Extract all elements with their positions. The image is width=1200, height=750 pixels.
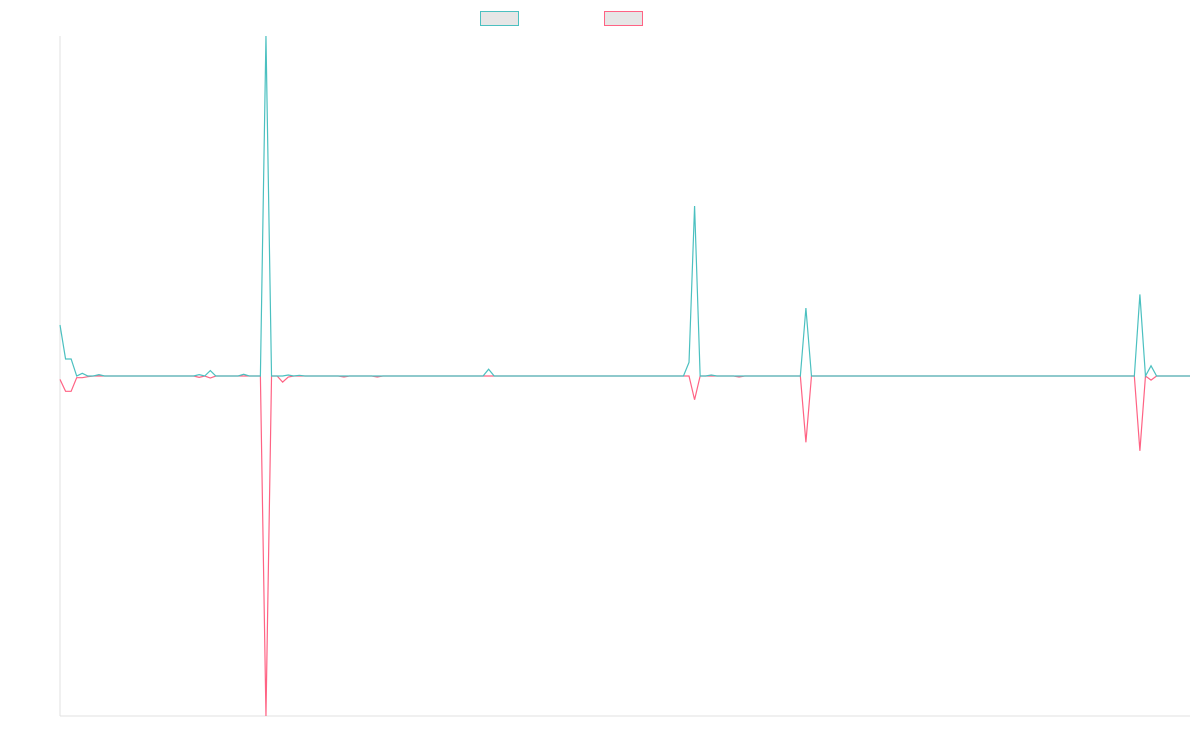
series-lines — [59, 35, 1190, 717]
series-line-1 — [59, 35, 1190, 379]
legend-item-2[interactable] — [604, 9, 649, 27]
axes — [59, 36, 1190, 717]
series-line-2 — [59, 374, 1190, 717]
legend-swatch-2 — [604, 10, 643, 26]
legend-item-1[interactable] — [480, 9, 525, 27]
legend-swatch-1 — [480, 10, 519, 26]
